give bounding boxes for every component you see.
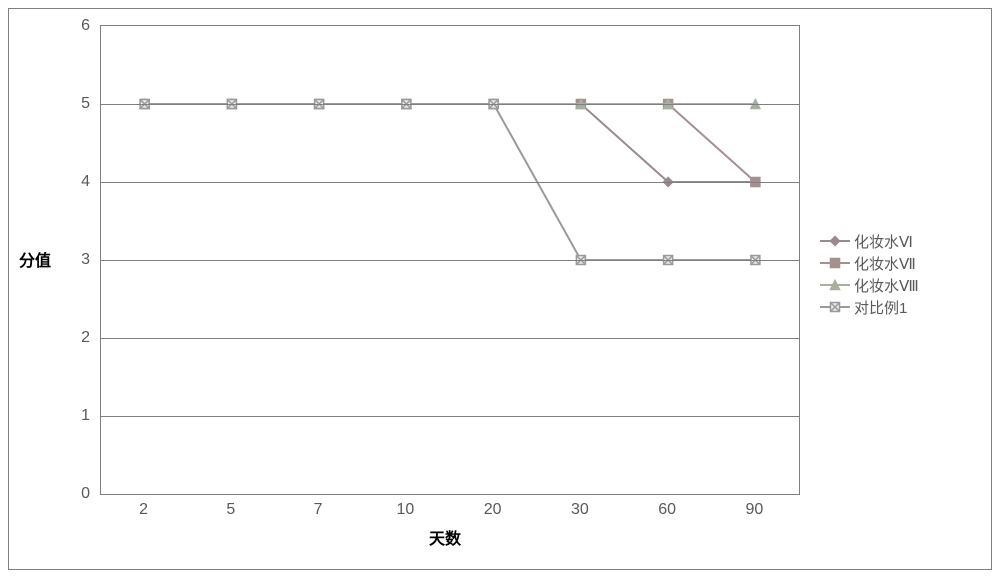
x-tick-label: 90 (729, 501, 779, 519)
series-line (145, 104, 756, 182)
x-tick-label: 30 (555, 501, 605, 519)
x-tick-label: 2 (119, 501, 169, 519)
legend-item: 化妆水Ⅶ (820, 252, 919, 274)
gridline (101, 104, 799, 105)
x-tick-label: 10 (380, 501, 430, 519)
gridline (101, 260, 799, 261)
x-tick-label: 7 (293, 501, 343, 519)
legend-label: 化妆水Ⅵ (854, 231, 913, 252)
legend-label: 化妆水Ⅶ (854, 253, 916, 274)
y-tick-label: 4 (65, 173, 90, 191)
y-tick-label: 3 (65, 251, 90, 269)
legend-item: 化妆水Ⅵ (820, 230, 919, 252)
y-axis-title: 分值 (19, 247, 51, 271)
legend-swatch (820, 306, 850, 308)
legend-item: 化妆水Ⅷ (820, 274, 919, 296)
x-tick-label: 60 (642, 501, 692, 519)
legend-marker-icon (829, 301, 842, 314)
legend-item: 对比例1 (820, 296, 919, 318)
legend-label: 对比例1 (854, 297, 907, 318)
y-tick-label: 2 (65, 329, 90, 347)
legend-marker-icon (829, 235, 842, 248)
legend-swatch (820, 240, 850, 242)
x-axis-title: 天数 (429, 525, 461, 549)
gridline (101, 182, 799, 183)
x-tick-label: 5 (206, 501, 256, 519)
legend: 化妆水Ⅵ化妆水Ⅶ化妆水Ⅷ对比例1 (820, 230, 919, 318)
legend-swatch (820, 284, 850, 286)
gridline (101, 416, 799, 417)
gridline (101, 338, 799, 339)
legend-swatch (820, 262, 850, 264)
chart-plot-area (100, 25, 800, 495)
y-tick-label: 5 (65, 95, 90, 113)
legend-marker-icon (829, 257, 842, 270)
y-tick-label: 0 (65, 485, 90, 503)
y-tick-label: 1 (65, 407, 90, 425)
y-tick-label: 6 (65, 17, 90, 35)
legend-marker-icon (829, 279, 842, 292)
x-tick-label: 20 (468, 501, 518, 519)
legend-label: 化妆水Ⅷ (854, 275, 919, 296)
series-line (145, 104, 756, 182)
